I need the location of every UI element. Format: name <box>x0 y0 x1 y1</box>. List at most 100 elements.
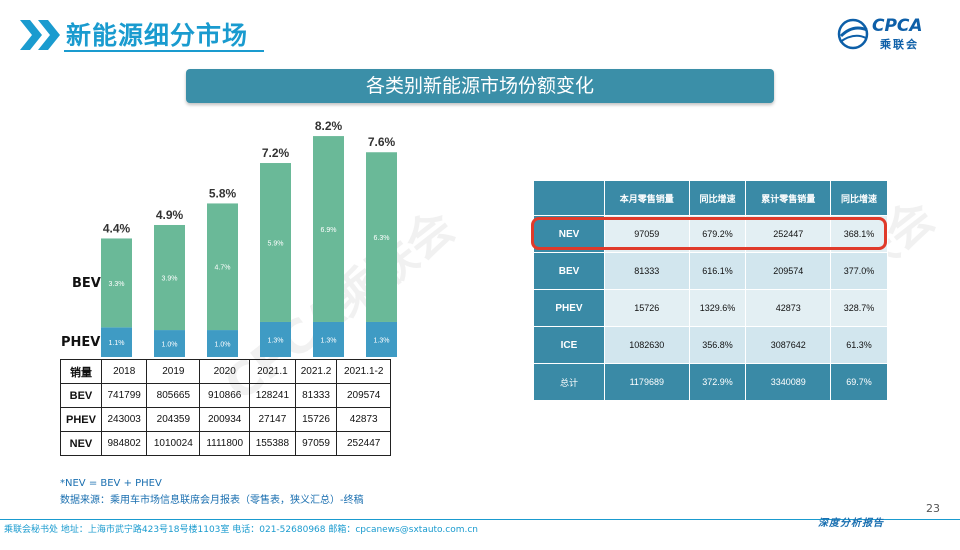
table-cell: 984802 <box>100 431 148 456</box>
table-cell: 81333 <box>604 252 690 290</box>
table-cell: 1329.6% <box>688 289 747 327</box>
logo-cn-text: 乘联会 <box>880 38 919 51</box>
sales-table: 销量 2018 2019 2020 2021.1 2021.2 2021.1-2… <box>60 359 391 456</box>
table-row: BEV 81333 616.1% 209574 377.0% <box>533 252 888 290</box>
bev-side-label: BEV <box>72 276 101 291</box>
table-cell: 27147 <box>249 407 296 432</box>
table-header-cell: 2021.1 <box>249 359 296 384</box>
phev-bar <box>207 330 238 357</box>
table-cell: 252447 <box>336 431 391 456</box>
table-header-cell: 2021.2 <box>294 359 338 384</box>
table-header-cell: 累计零售销量 <box>745 180 832 216</box>
table-cell: 81333 <box>294 383 338 408</box>
bev-bar <box>207 203 238 331</box>
phev-bar <box>101 327 132 357</box>
cpca-logo: CPCA 乘联会 <box>836 14 946 54</box>
table-cell: 1010024 <box>146 431 201 456</box>
table-header-cell: 同比增速 <box>830 180 888 216</box>
table-cell: 209574 <box>336 383 391 408</box>
table-header-cell: 2018 <box>100 359 148 384</box>
bev-bar <box>154 224 185 331</box>
table-header-cell <box>533 180 605 216</box>
data-source-note: 数据来源：乘用车市场信息联席会月报表（零售表，狭义汇总）-终稿 <box>60 495 364 506</box>
table-cell: 3087642 <box>745 326 832 364</box>
bev-bar <box>101 238 132 328</box>
table-cell: 910866 <box>199 383 251 408</box>
table-row-head: NEV <box>533 215 605 253</box>
table-cell: 3340089 <box>745 363 832 401</box>
table-header-cell: 同比增速 <box>688 180 747 216</box>
table-row: ICE 1082630 356.8% 3087642 61.3% <box>533 326 888 364</box>
footer-line <box>0 519 960 520</box>
nev-row-highlight <box>531 217 887 250</box>
phev-data-label: 1.1% <box>109 340 125 347</box>
table-cell: 97059 <box>294 431 338 456</box>
table-header-cell: 2021.1-2 <box>336 359 391 384</box>
table-row: NEV 984802 1010024 1111800 155388 97059 … <box>60 431 391 456</box>
phev-bar <box>154 330 185 357</box>
bev-data-label: 6.3% <box>374 235 390 242</box>
phev-data-label: 1.3% <box>268 337 284 344</box>
table-cell: 15726 <box>604 289 690 327</box>
table-row-head: BEV <box>533 252 605 290</box>
table-row-head: PHEV <box>60 407 102 432</box>
table-row: NEV 97059 679.2% 252447 368.1% <box>533 215 888 253</box>
chevron-icon <box>20 20 60 50</box>
table-cell: 243003 <box>100 407 148 432</box>
phev-data-label: 1.3% <box>374 337 390 344</box>
total-data-label: 8.2% <box>315 119 343 133</box>
table-row: BEV 741799 805665 910866 128241 81333 20… <box>60 383 391 408</box>
table-total-row: 总计 1179689 372.9% 3340089 69.7% <box>533 363 888 401</box>
table-cell: 42873 <box>336 407 391 432</box>
bev-data-label: 6.9% <box>321 227 337 234</box>
phev-bar <box>366 321 397 357</box>
total-data-label: 7.6% <box>368 135 396 149</box>
bev-data-label: 3.9% <box>162 276 178 283</box>
bev-bar <box>313 136 344 322</box>
table-header-cell: 2020 <box>199 359 251 384</box>
table-header-cell: 本月零售销量 <box>604 180 690 216</box>
table-header-row: 本月零售销量 同比增速 累计零售销量 同比增速 <box>533 180 888 216</box>
phev-bar <box>313 321 344 357</box>
phev-side-label: PHEV <box>61 335 101 350</box>
page-number: 23 <box>926 502 940 515</box>
nev-definition-note: *NEV = BEV + PHEV <box>60 478 162 489</box>
table-cell: 69.7% <box>830 363 888 401</box>
page-title: 新能源细分市场 <box>66 21 249 50</box>
table-cell: 328.7% <box>830 289 888 327</box>
bev-data-label: 4.7% <box>215 265 231 272</box>
table-row-head: PHEV <box>533 289 605 327</box>
table-row: PHEV 243003 204359 200934 27147 15726 42… <box>60 407 391 432</box>
table-cell: 204359 <box>146 407 201 432</box>
table-cell: 616.1% <box>688 252 747 290</box>
table-cell: 61.3% <box>830 326 888 364</box>
phev-data-label: 1.3% <box>321 337 337 344</box>
table-cell: 741799 <box>100 383 148 408</box>
footer-contact: 乘联会秘书处 地址：上海市武宁路423号18号楼1103室 电话：021-526… <box>4 525 479 535</box>
table-cell: 128241 <box>249 383 296 408</box>
table-header-row: 销量 2018 2019 2020 2021.1 2021.2 2021.1-2 <box>60 359 391 384</box>
total-data-label: 4.9% <box>156 208 184 222</box>
phev-data-label: 1.0% <box>162 342 178 349</box>
table-cell: 377.0% <box>830 252 888 290</box>
subtitle-bar: 各类别新能源市场份额变化 <box>186 69 774 103</box>
table-header-cell: 销量 <box>60 359 102 384</box>
table-cell: 1082630 <box>604 326 690 364</box>
table-row-head: ICE <box>533 326 605 364</box>
phev-bar <box>260 321 291 357</box>
total-data-label: 4.4% <box>103 221 131 235</box>
table-cell: 209574 <box>745 252 832 290</box>
table-row-head: BEV <box>60 383 102 408</box>
logo-text: CPCA <box>872 16 923 36</box>
globe-icon <box>837 18 869 50</box>
table-cell: 252447 <box>745 215 832 253</box>
table-cell: 368.1% <box>830 215 888 253</box>
table-cell: 97059 <box>604 215 690 253</box>
table-cell: 42873 <box>745 289 832 327</box>
bev-bar <box>366 152 397 322</box>
table-row-head: NEV <box>60 431 102 456</box>
total-data-label: 5.8% <box>209 186 237 200</box>
bev-data-label: 5.9% <box>268 241 284 248</box>
